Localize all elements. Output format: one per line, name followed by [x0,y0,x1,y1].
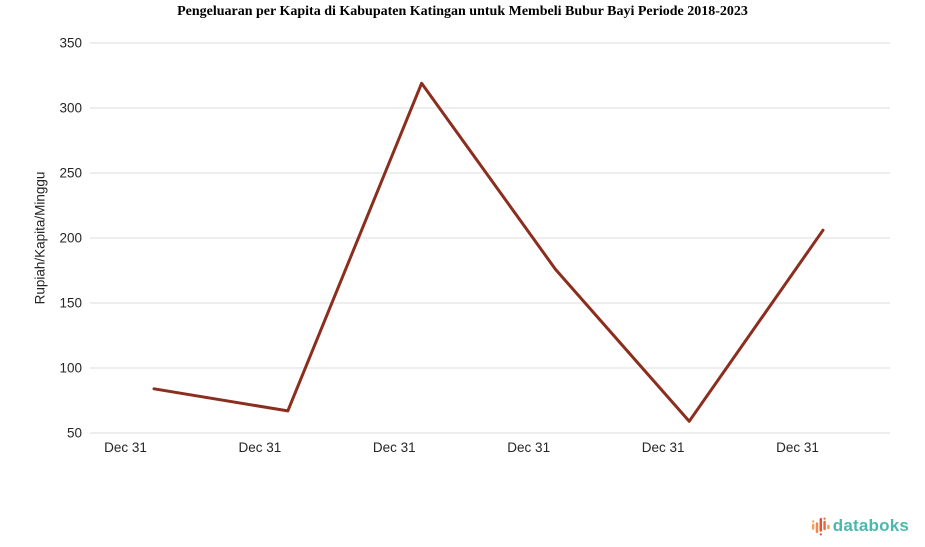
chart-title: Pengeluaran per Kapita di Kabupaten Kati… [177,4,748,19]
x-tick-label: Dec 31 [776,440,819,455]
x-tick-label: Dec 31 [238,440,282,455]
x-tick-label: Dec 31 [372,440,416,455]
gridlines [90,42,890,434]
y-tick-label: 200 [59,230,82,246]
databoks-bars-icon [811,517,830,536]
x-tick-label: Dec 31 [104,440,147,455]
y-tick-label: 100 [59,360,82,376]
y-tick-label: 250 [59,165,82,181]
data-line [152,81,825,423]
brand-name: databoks [832,516,909,535]
y-tick-label: 300 [59,100,82,116]
y-tick-label: 350 [59,35,82,51]
databoks-logo[interactable]: databoks [811,514,909,538]
y-tick-label: 150 [59,295,82,311]
x-tick-label: Dec 31 [507,440,551,455]
y-tick-label: 50 [66,425,82,441]
x-tick-label: Dec 31 [641,440,685,455]
